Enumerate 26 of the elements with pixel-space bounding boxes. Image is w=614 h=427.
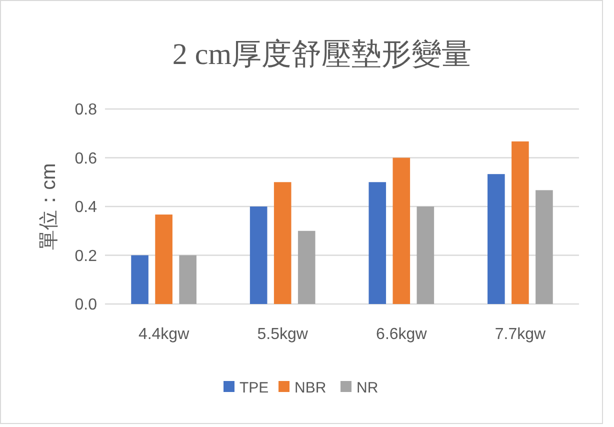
bar xyxy=(368,182,386,304)
bar xyxy=(512,141,529,304)
bar xyxy=(274,182,292,304)
bar xyxy=(416,206,434,304)
y-axis-title: 單位：cm xyxy=(38,163,60,250)
legend-label: TPE xyxy=(240,379,269,396)
bar xyxy=(392,158,410,304)
y-tick-label: 0.8 xyxy=(74,102,98,119)
bar xyxy=(298,230,316,304)
y-tick-label: 0.2 xyxy=(74,248,98,265)
x-tick-label: 4.4kgw xyxy=(138,326,190,343)
bar xyxy=(155,214,172,304)
x-tick-label: 7.7kgw xyxy=(494,326,546,343)
bar xyxy=(536,190,553,304)
legend-label: NR xyxy=(356,379,378,396)
x-tick-label: 6.6kgw xyxy=(376,326,428,343)
bar xyxy=(131,255,148,304)
y-tick-label: 0.4 xyxy=(74,199,98,216)
legend-label: NBR xyxy=(294,379,326,396)
y-tick-label: 0.0 xyxy=(74,296,98,314)
bar xyxy=(250,206,268,304)
bar xyxy=(179,255,196,304)
x-tick-label: 5.5kgw xyxy=(257,326,308,343)
bar xyxy=(488,174,505,304)
y-tick-label: 0.6 xyxy=(74,150,98,168)
chart-title: 2 cm厚度舒壓墊形變量 xyxy=(172,38,472,71)
